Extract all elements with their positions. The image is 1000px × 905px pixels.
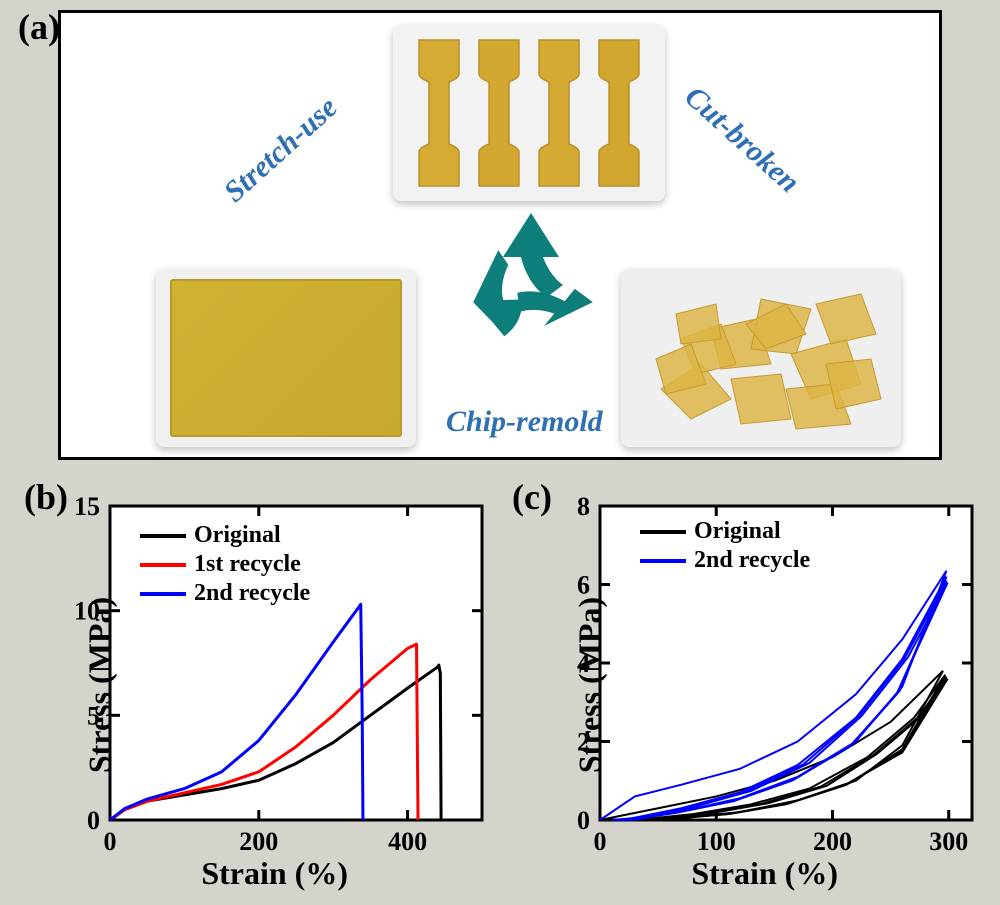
cycle-label-remold: Chip-remold bbox=[446, 405, 603, 439]
legend-item: 1st recycle bbox=[140, 551, 310, 578]
svg-text:200: 200 bbox=[813, 827, 852, 856]
broken-chips-pile bbox=[621, 269, 901, 447]
legend-text: 1st recycle bbox=[194, 551, 301, 578]
chart-c-legend: Original2nd recycle bbox=[640, 518, 810, 576]
cycle-label-stretch: Stretch-use bbox=[218, 91, 345, 210]
panel-a: Stretch-use Cut-broken Chip-remold bbox=[58, 10, 942, 460]
svg-text:15: 15 bbox=[74, 492, 100, 521]
svg-text:0: 0 bbox=[594, 827, 607, 856]
svg-text:300: 300 bbox=[929, 827, 968, 856]
chart-b-xlabel: Strain (%) bbox=[201, 855, 348, 892]
chart-c-xlabel: Strain (%) bbox=[691, 855, 838, 892]
svg-text:100: 100 bbox=[697, 827, 736, 856]
legend-swatch bbox=[640, 559, 686, 563]
legend-swatch bbox=[140, 592, 186, 596]
chart-c: 010020030002468 Stress (MPa) Strain (%) … bbox=[510, 480, 990, 890]
svg-text:200: 200 bbox=[239, 827, 278, 856]
legend-item: 2nd recycle bbox=[640, 547, 810, 574]
photo-chips bbox=[621, 269, 901, 447]
recycle-icon bbox=[451, 199, 611, 359]
svg-text:8: 8 bbox=[577, 492, 590, 521]
photo-remolded-film bbox=[156, 269, 416, 447]
legend-text: Original bbox=[694, 518, 781, 545]
legend-text: Original bbox=[194, 522, 281, 549]
svg-text:0: 0 bbox=[577, 806, 590, 835]
dogbone-specimen bbox=[537, 38, 581, 188]
legend-text: 2nd recycle bbox=[694, 547, 810, 574]
chart-b: 0200400051015 Stress (MPa) Strain (%) Or… bbox=[20, 480, 500, 890]
dogbone-specimen bbox=[417, 38, 461, 188]
legend-text: 2nd recycle bbox=[194, 580, 310, 607]
remolded-film-sheet bbox=[170, 279, 402, 437]
panel-a-label: (a) bbox=[18, 6, 60, 48]
legend-swatch bbox=[140, 534, 186, 538]
legend-item: Original bbox=[140, 522, 310, 549]
chart-c-ylabel: Stress (MPa) bbox=[572, 597, 609, 773]
svg-text:0: 0 bbox=[87, 806, 100, 835]
photo-dogbones bbox=[393, 25, 665, 201]
dogbone-specimen bbox=[477, 38, 521, 188]
chart-b-ylabel: Stress (MPa) bbox=[82, 597, 119, 773]
svg-text:6: 6 bbox=[577, 571, 590, 600]
svg-text:0: 0 bbox=[104, 827, 117, 856]
svg-text:400: 400 bbox=[388, 827, 427, 856]
legend-item: 2nd recycle bbox=[140, 580, 310, 607]
legend-swatch bbox=[140, 563, 186, 567]
cycle-label-cut: Cut-broken bbox=[678, 80, 806, 200]
legend-item: Original bbox=[640, 518, 810, 545]
dogbone-specimen bbox=[597, 38, 641, 188]
chart-b-legend: Original1st recycle2nd recycle bbox=[140, 522, 310, 609]
legend-swatch bbox=[640, 530, 686, 534]
